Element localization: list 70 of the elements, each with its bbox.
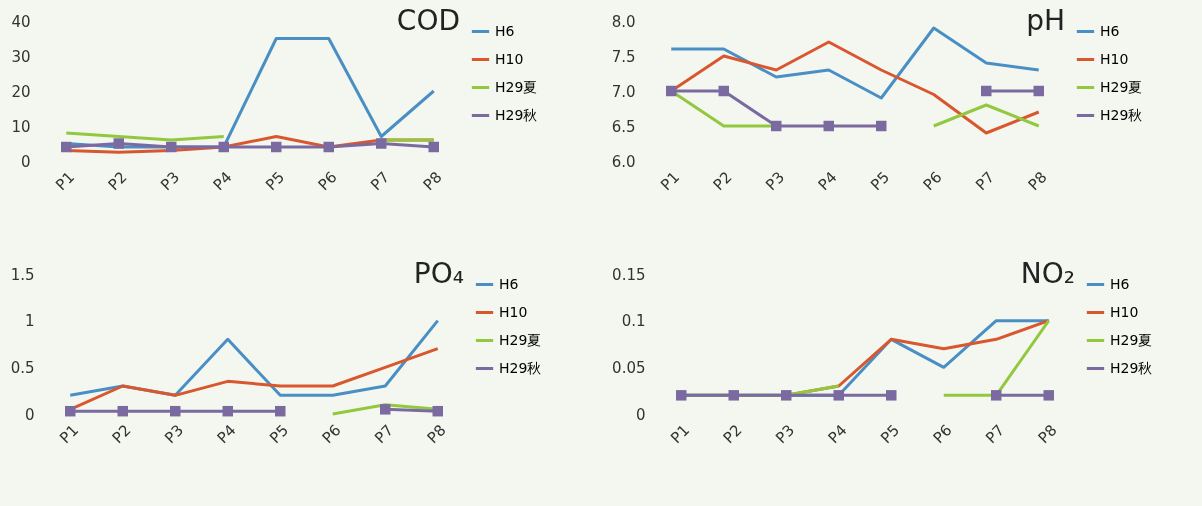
- y-tick-label: 20: [11, 82, 31, 101]
- y-tick-label: 7.0: [611, 82, 636, 101]
- x-tick-label: P7: [371, 421, 398, 447]
- x-tick-label: P8: [1034, 421, 1061, 447]
- x-tick-label: P1: [52, 168, 79, 194]
- x-tick-label: P3: [157, 168, 184, 194]
- x-tick-label: P6: [919, 168, 946, 194]
- x-tick-label: P8: [419, 168, 446, 194]
- y-tick-label: 0: [635, 405, 646, 424]
- x-tick-label: P7: [972, 168, 999, 194]
- legend-label: H29夏: [499, 331, 542, 348]
- x-tick-label: P1: [657, 168, 684, 194]
- x-tick-label: P3: [762, 168, 789, 194]
- y-tick-label: 10: [11, 117, 31, 136]
- x-tick-label: P4: [814, 168, 841, 194]
- y-tick-label: 1.5: [10, 265, 35, 284]
- legend-label: H29秋: [1100, 106, 1143, 123]
- y-tick-label: 6.0: [611, 152, 636, 171]
- x-tick-label: P4: [209, 168, 236, 194]
- legend-label: H6: [1110, 275, 1130, 292]
- y-tick-label: 6.5: [611, 117, 636, 136]
- chart-title: NO₂: [1020, 257, 1075, 290]
- x-tick-label: P4: [213, 421, 240, 447]
- x-tick-label: P1: [667, 421, 694, 447]
- legend-label: H10: [1100, 50, 1129, 67]
- x-tick-label: P5: [262, 168, 289, 194]
- legend-label: H29秋: [499, 359, 542, 376]
- y-tick-label: 0: [20, 152, 31, 171]
- x-tick-label: P2: [108, 421, 135, 447]
- y-tick-label: 0.05: [612, 358, 646, 377]
- y-tick-label: 8.0: [611, 12, 636, 31]
- y-tick-label: 40: [11, 12, 31, 31]
- y-tick-label: 0.15: [612, 265, 646, 284]
- y-tick-label: 30: [11, 47, 31, 66]
- x-tick-label: P2: [104, 168, 131, 194]
- legend-label: H29夏: [1100, 78, 1143, 95]
- x-tick-label: P2: [709, 168, 736, 194]
- x-tick-label: P2: [719, 421, 746, 447]
- chart-title: COD: [396, 4, 460, 37]
- x-tick-label: P4: [824, 421, 851, 447]
- y-tick-label: 0: [24, 405, 35, 424]
- x-tick-label: P8: [423, 421, 450, 447]
- legend-label: H10: [1110, 303, 1139, 320]
- legend-label: H29秋: [1110, 359, 1153, 376]
- x-tick-label: P3: [161, 421, 188, 447]
- legend-label: H6: [495, 22, 515, 39]
- x-tick-label: P5: [867, 168, 894, 194]
- chart-title: pH: [1026, 4, 1065, 37]
- x-tick-label: P6: [929, 421, 956, 447]
- legend-label: H10: [499, 303, 528, 320]
- x-tick-label: P6: [318, 421, 345, 447]
- x-tick-label: P5: [877, 421, 904, 447]
- y-tick-label: 7.5: [611, 47, 636, 66]
- chart-title: PO₄: [413, 257, 464, 290]
- x-tick-label: P6: [314, 168, 341, 194]
- y-tick-label: 0.1: [621, 312, 646, 331]
- x-tick-label: P5: [266, 421, 293, 447]
- legend-label: H29夏: [495, 78, 538, 95]
- legend-label: H6: [499, 275, 519, 292]
- x-tick-label: P3: [772, 421, 799, 447]
- x-tick-label: P1: [56, 421, 83, 447]
- x-tick-label: P7: [367, 168, 394, 194]
- legend-label: H29秋: [495, 106, 538, 123]
- legend-label: H29夏: [1110, 331, 1153, 348]
- x-tick-label: P7: [982, 421, 1009, 447]
- y-tick-label: 0.5: [10, 358, 35, 377]
- x-tick-label: P8: [1024, 168, 1051, 194]
- y-tick-label: 1: [24, 312, 35, 331]
- legend-label: H6: [1100, 22, 1120, 39]
- legend-label: H10: [495, 50, 524, 67]
